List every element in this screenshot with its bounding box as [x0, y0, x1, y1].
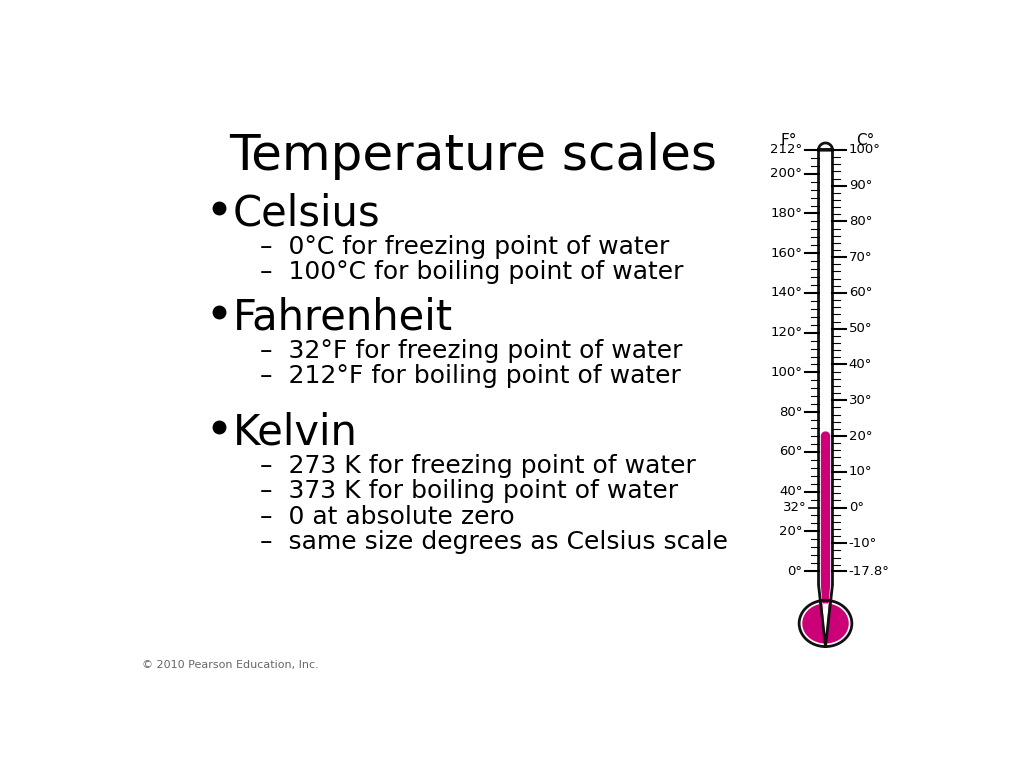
Text: 30°: 30° [849, 394, 872, 407]
Text: 60°: 60° [849, 286, 872, 300]
Text: –  same size degrees as Celsius scale: – same size degrees as Celsius scale [260, 530, 728, 554]
Text: –  212°F for boiling point of water: – 212°F for boiling point of water [260, 364, 681, 388]
Text: Fahrenheit: Fahrenheit [232, 296, 453, 338]
Text: –  0 at absolute zero: – 0 at absolute zero [260, 505, 514, 529]
Text: 80°: 80° [779, 406, 802, 419]
Text: –  373 K for boiling point of water: – 373 K for boiling point of water [260, 479, 678, 504]
Text: 40°: 40° [849, 358, 872, 371]
Polygon shape [799, 143, 852, 647]
Text: -10°: -10° [849, 537, 877, 550]
Text: 160°: 160° [770, 247, 802, 260]
Text: 10°: 10° [849, 465, 872, 478]
Text: Celsius: Celsius [232, 192, 380, 234]
Text: –  0°C for freezing point of water: – 0°C for freezing point of water [260, 234, 669, 259]
Text: Kelvin: Kelvin [232, 412, 357, 454]
Text: 120°: 120° [770, 326, 802, 339]
Text: –  273 K for freezing point of water: – 273 K for freezing point of water [260, 454, 695, 478]
Text: 90°: 90° [849, 179, 872, 192]
Text: 60°: 60° [779, 445, 802, 458]
Text: 20°: 20° [778, 525, 802, 538]
Polygon shape [802, 432, 849, 644]
Text: 50°: 50° [849, 323, 872, 335]
Text: 100°: 100° [849, 144, 881, 157]
Text: C°: C° [857, 133, 874, 147]
Text: 40°: 40° [779, 485, 802, 498]
Text: © 2010 Pearson Education, Inc.: © 2010 Pearson Education, Inc. [142, 660, 318, 670]
Text: -17.8°: -17.8° [849, 564, 890, 578]
Text: F°: F° [780, 133, 797, 147]
Text: 80°: 80° [849, 215, 872, 228]
Text: 140°: 140° [770, 286, 802, 300]
Text: Temperature scales: Temperature scales [228, 132, 717, 180]
Text: 70°: 70° [849, 250, 872, 263]
Text: 32°: 32° [783, 501, 807, 514]
Text: 20°: 20° [849, 429, 872, 442]
Text: –  100°C for boiling point of water: – 100°C for boiling point of water [260, 260, 683, 284]
Text: –  32°F for freezing point of water: – 32°F for freezing point of water [260, 339, 682, 362]
Text: 180°: 180° [770, 207, 802, 220]
Text: 0°: 0° [849, 501, 864, 514]
Text: 0°: 0° [787, 564, 802, 578]
Text: 100°: 100° [770, 366, 802, 379]
Text: 212°: 212° [770, 144, 802, 157]
Text: 200°: 200° [770, 167, 802, 180]
